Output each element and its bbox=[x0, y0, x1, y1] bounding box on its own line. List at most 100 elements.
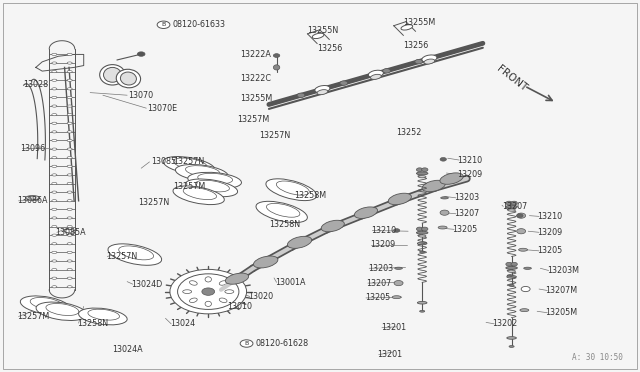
Ellipse shape bbox=[52, 148, 57, 150]
Ellipse shape bbox=[67, 131, 72, 133]
Circle shape bbox=[521, 286, 530, 292]
Ellipse shape bbox=[52, 269, 57, 271]
Circle shape bbox=[394, 229, 400, 232]
Ellipse shape bbox=[67, 277, 72, 279]
Text: 13255N: 13255N bbox=[307, 26, 339, 35]
Text: 13252: 13252 bbox=[397, 128, 422, 137]
Ellipse shape bbox=[67, 88, 72, 90]
Ellipse shape bbox=[67, 217, 72, 219]
Circle shape bbox=[516, 213, 525, 218]
Text: 13257M: 13257M bbox=[17, 312, 49, 321]
Ellipse shape bbox=[52, 260, 57, 262]
Circle shape bbox=[506, 201, 512, 205]
Circle shape bbox=[511, 262, 517, 266]
Ellipse shape bbox=[441, 197, 449, 199]
Ellipse shape bbox=[67, 165, 72, 167]
Ellipse shape bbox=[52, 62, 57, 64]
Ellipse shape bbox=[52, 96, 57, 99]
Ellipse shape bbox=[67, 113, 72, 116]
Ellipse shape bbox=[195, 180, 229, 192]
Ellipse shape bbox=[253, 256, 278, 268]
Ellipse shape bbox=[422, 55, 437, 62]
Text: A: 30 10:50: A: 30 10:50 bbox=[572, 353, 623, 362]
Text: 13210: 13210 bbox=[537, 212, 563, 221]
Ellipse shape bbox=[509, 346, 514, 347]
Ellipse shape bbox=[29, 196, 36, 199]
Ellipse shape bbox=[52, 286, 57, 288]
Ellipse shape bbox=[26, 196, 40, 200]
Text: 13070: 13070 bbox=[129, 91, 154, 100]
Circle shape bbox=[415, 60, 422, 64]
Text: 13205M: 13205M bbox=[545, 308, 577, 317]
Ellipse shape bbox=[67, 225, 72, 228]
Ellipse shape bbox=[220, 298, 227, 302]
Ellipse shape bbox=[163, 157, 215, 175]
Text: 13257M: 13257M bbox=[237, 115, 269, 124]
Circle shape bbox=[177, 274, 239, 310]
Ellipse shape bbox=[52, 53, 57, 55]
Circle shape bbox=[202, 288, 214, 295]
Text: 13257N: 13257N bbox=[106, 252, 138, 261]
Ellipse shape bbox=[198, 173, 232, 184]
Ellipse shape bbox=[273, 65, 280, 70]
Ellipse shape bbox=[189, 281, 197, 285]
Ellipse shape bbox=[67, 148, 72, 150]
Ellipse shape bbox=[67, 182, 72, 185]
Ellipse shape bbox=[52, 191, 57, 193]
Circle shape bbox=[340, 81, 348, 85]
Ellipse shape bbox=[67, 234, 72, 236]
Ellipse shape bbox=[183, 187, 216, 200]
Text: 13203M: 13203M bbox=[547, 266, 579, 275]
Ellipse shape bbox=[67, 269, 72, 271]
Ellipse shape bbox=[256, 201, 307, 222]
Ellipse shape bbox=[67, 208, 72, 211]
Ellipse shape bbox=[317, 90, 328, 94]
Ellipse shape bbox=[312, 33, 324, 39]
Ellipse shape bbox=[175, 164, 228, 182]
Circle shape bbox=[422, 168, 428, 171]
Ellipse shape bbox=[67, 200, 72, 202]
Ellipse shape bbox=[67, 251, 72, 253]
Text: 13207M: 13207M bbox=[545, 286, 577, 295]
Text: 13205: 13205 bbox=[452, 225, 477, 234]
Ellipse shape bbox=[67, 191, 72, 193]
Ellipse shape bbox=[100, 65, 125, 85]
Ellipse shape bbox=[420, 251, 425, 253]
Ellipse shape bbox=[422, 180, 445, 192]
Ellipse shape bbox=[52, 208, 57, 211]
Ellipse shape bbox=[520, 309, 529, 312]
Text: 08120-61628: 08120-61628 bbox=[255, 339, 308, 348]
Ellipse shape bbox=[52, 122, 57, 124]
Text: 13209: 13209 bbox=[458, 170, 483, 179]
Circle shape bbox=[516, 229, 525, 234]
Circle shape bbox=[516, 214, 523, 218]
Text: B: B bbox=[161, 22, 166, 27]
Text: 13257N: 13257N bbox=[138, 198, 169, 207]
Ellipse shape bbox=[52, 131, 57, 133]
Ellipse shape bbox=[67, 174, 72, 176]
Text: 13096: 13096 bbox=[20, 144, 45, 153]
Text: 13024A: 13024A bbox=[113, 345, 143, 354]
Text: 13222C: 13222C bbox=[240, 74, 271, 83]
Ellipse shape bbox=[52, 113, 57, 116]
Ellipse shape bbox=[67, 140, 72, 142]
Ellipse shape bbox=[64, 229, 76, 233]
Circle shape bbox=[383, 68, 390, 73]
Ellipse shape bbox=[52, 182, 57, 185]
Ellipse shape bbox=[67, 260, 72, 262]
Text: 13001A: 13001A bbox=[275, 278, 306, 287]
Text: 13257M: 13257M bbox=[173, 182, 205, 190]
Text: 13201: 13201 bbox=[381, 323, 406, 332]
Ellipse shape bbox=[419, 176, 426, 178]
Ellipse shape bbox=[321, 220, 344, 232]
Text: 13255M: 13255M bbox=[403, 19, 435, 28]
Text: 13258M: 13258M bbox=[294, 191, 326, 200]
Text: 13209: 13209 bbox=[370, 240, 395, 249]
Circle shape bbox=[157, 21, 170, 29]
Text: 13028: 13028 bbox=[23, 80, 48, 89]
Ellipse shape bbox=[506, 266, 517, 269]
Ellipse shape bbox=[401, 25, 413, 30]
Text: 13258N: 13258N bbox=[77, 319, 108, 328]
Ellipse shape bbox=[52, 277, 57, 279]
Ellipse shape bbox=[116, 69, 141, 88]
